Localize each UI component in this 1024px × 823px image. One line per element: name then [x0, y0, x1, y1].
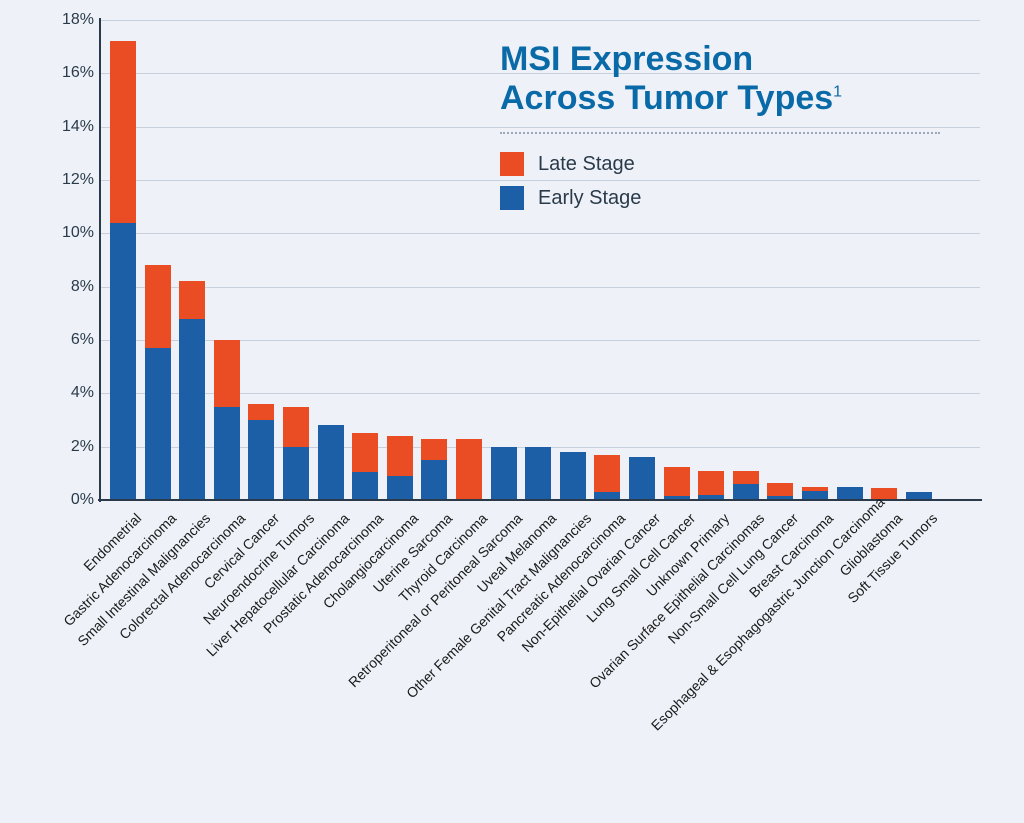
- bar-slot: [491, 447, 517, 500]
- legend-item: Early Stage: [500, 186, 980, 210]
- chart-title-line2: Across Tumor Types: [500, 79, 833, 117]
- bar-early-stage: [491, 447, 517, 500]
- bar-slot: [733, 471, 759, 500]
- y-axis-line: [99, 18, 101, 502]
- bar-slot: [629, 457, 655, 500]
- bar-late-stage: [767, 483, 793, 496]
- bar-late-stage: [179, 281, 205, 318]
- bar-slot: [525, 447, 551, 500]
- y-tick-label: 14%: [34, 118, 94, 136]
- chart-title-superscript: 1: [833, 84, 842, 101]
- bar-late-stage: [110, 41, 136, 222]
- legend-swatch: [500, 152, 524, 176]
- bar-early-stage: [421, 460, 447, 500]
- bar-early-stage: [352, 472, 378, 500]
- y-tick-label: 12%: [34, 171, 94, 189]
- bar-late-stage: [802, 487, 828, 491]
- bar-slot: [214, 340, 240, 500]
- bar-late-stage: [733, 471, 759, 484]
- bar-slot: [421, 439, 447, 500]
- y-tick-label: 18%: [34, 11, 94, 29]
- legend-item: Late Stage: [500, 152, 980, 176]
- y-tick-label: 16%: [34, 64, 94, 82]
- y-tick-label: 4%: [34, 384, 94, 402]
- y-tick-label: 6%: [34, 331, 94, 349]
- msi-expression-chart: 0%2%4%6%8%10%12%14%16%18% EndometrialGas…: [0, 0, 1024, 823]
- y-tick-label: 10%: [34, 224, 94, 242]
- bar-early-stage: [525, 447, 551, 500]
- bar-early-stage: [387, 476, 413, 500]
- bar-slot: [110, 41, 136, 500]
- bar-late-stage: [283, 407, 309, 447]
- legend-swatch: [500, 186, 524, 210]
- bar-slot: [767, 483, 793, 500]
- legend: Late Stage Early Stage: [500, 152, 980, 210]
- bar-early-stage: [145, 348, 171, 500]
- bar-slot: [387, 436, 413, 500]
- bar-slot: [318, 425, 344, 500]
- bar-slot: [283, 407, 309, 500]
- bar-slot: [594, 455, 620, 500]
- bar-late-stage: [214, 340, 240, 407]
- legend-label: Early Stage: [538, 187, 641, 210]
- bar-slot: [560, 452, 586, 500]
- bar-slot: [248, 404, 274, 500]
- bar-slot: [456, 439, 482, 500]
- legend-divider: [500, 132, 940, 134]
- bar-slot: [145, 265, 171, 500]
- title-and-legend: MSI Expression Across Tumor Types1 Late …: [500, 40, 980, 220]
- bar-slot: [698, 471, 724, 500]
- bar-slot: [179, 281, 205, 500]
- bar-late-stage: [387, 436, 413, 476]
- chart-title: MSI Expression Across Tumor Types1: [500, 40, 980, 118]
- bar-early-stage: [629, 457, 655, 500]
- bar-late-stage: [698, 471, 724, 495]
- bar-late-stage: [594, 455, 620, 492]
- x-axis-line: [98, 499, 982, 501]
- bar-early-stage: [179, 319, 205, 500]
- bar-slot: [352, 433, 378, 500]
- bar-slot: [664, 467, 690, 500]
- bar-early-stage: [733, 484, 759, 500]
- bar-early-stage: [318, 425, 344, 500]
- bar-early-stage: [560, 452, 586, 500]
- bar-early-stage: [110, 223, 136, 500]
- bar-early-stage: [837, 487, 863, 500]
- bar-slot: [802, 487, 828, 500]
- y-tick-label: 8%: [34, 278, 94, 296]
- y-tick-label: 0%: [34, 491, 94, 509]
- bar-late-stage: [352, 433, 378, 472]
- bar-early-stage: [283, 447, 309, 500]
- legend-label: Late Stage: [538, 153, 635, 176]
- bar-late-stage: [421, 439, 447, 460]
- chart-title-line1: MSI Expression: [500, 40, 753, 78]
- bar-early-stage: [214, 407, 240, 500]
- bar-slot: [837, 487, 863, 500]
- bar-late-stage: [145, 265, 171, 348]
- bar-late-stage: [664, 467, 690, 496]
- y-tick-label: 2%: [34, 438, 94, 456]
- bar-early-stage: [248, 420, 274, 500]
- bar-late-stage: [248, 404, 274, 420]
- bar-late-stage: [456, 439, 482, 499]
